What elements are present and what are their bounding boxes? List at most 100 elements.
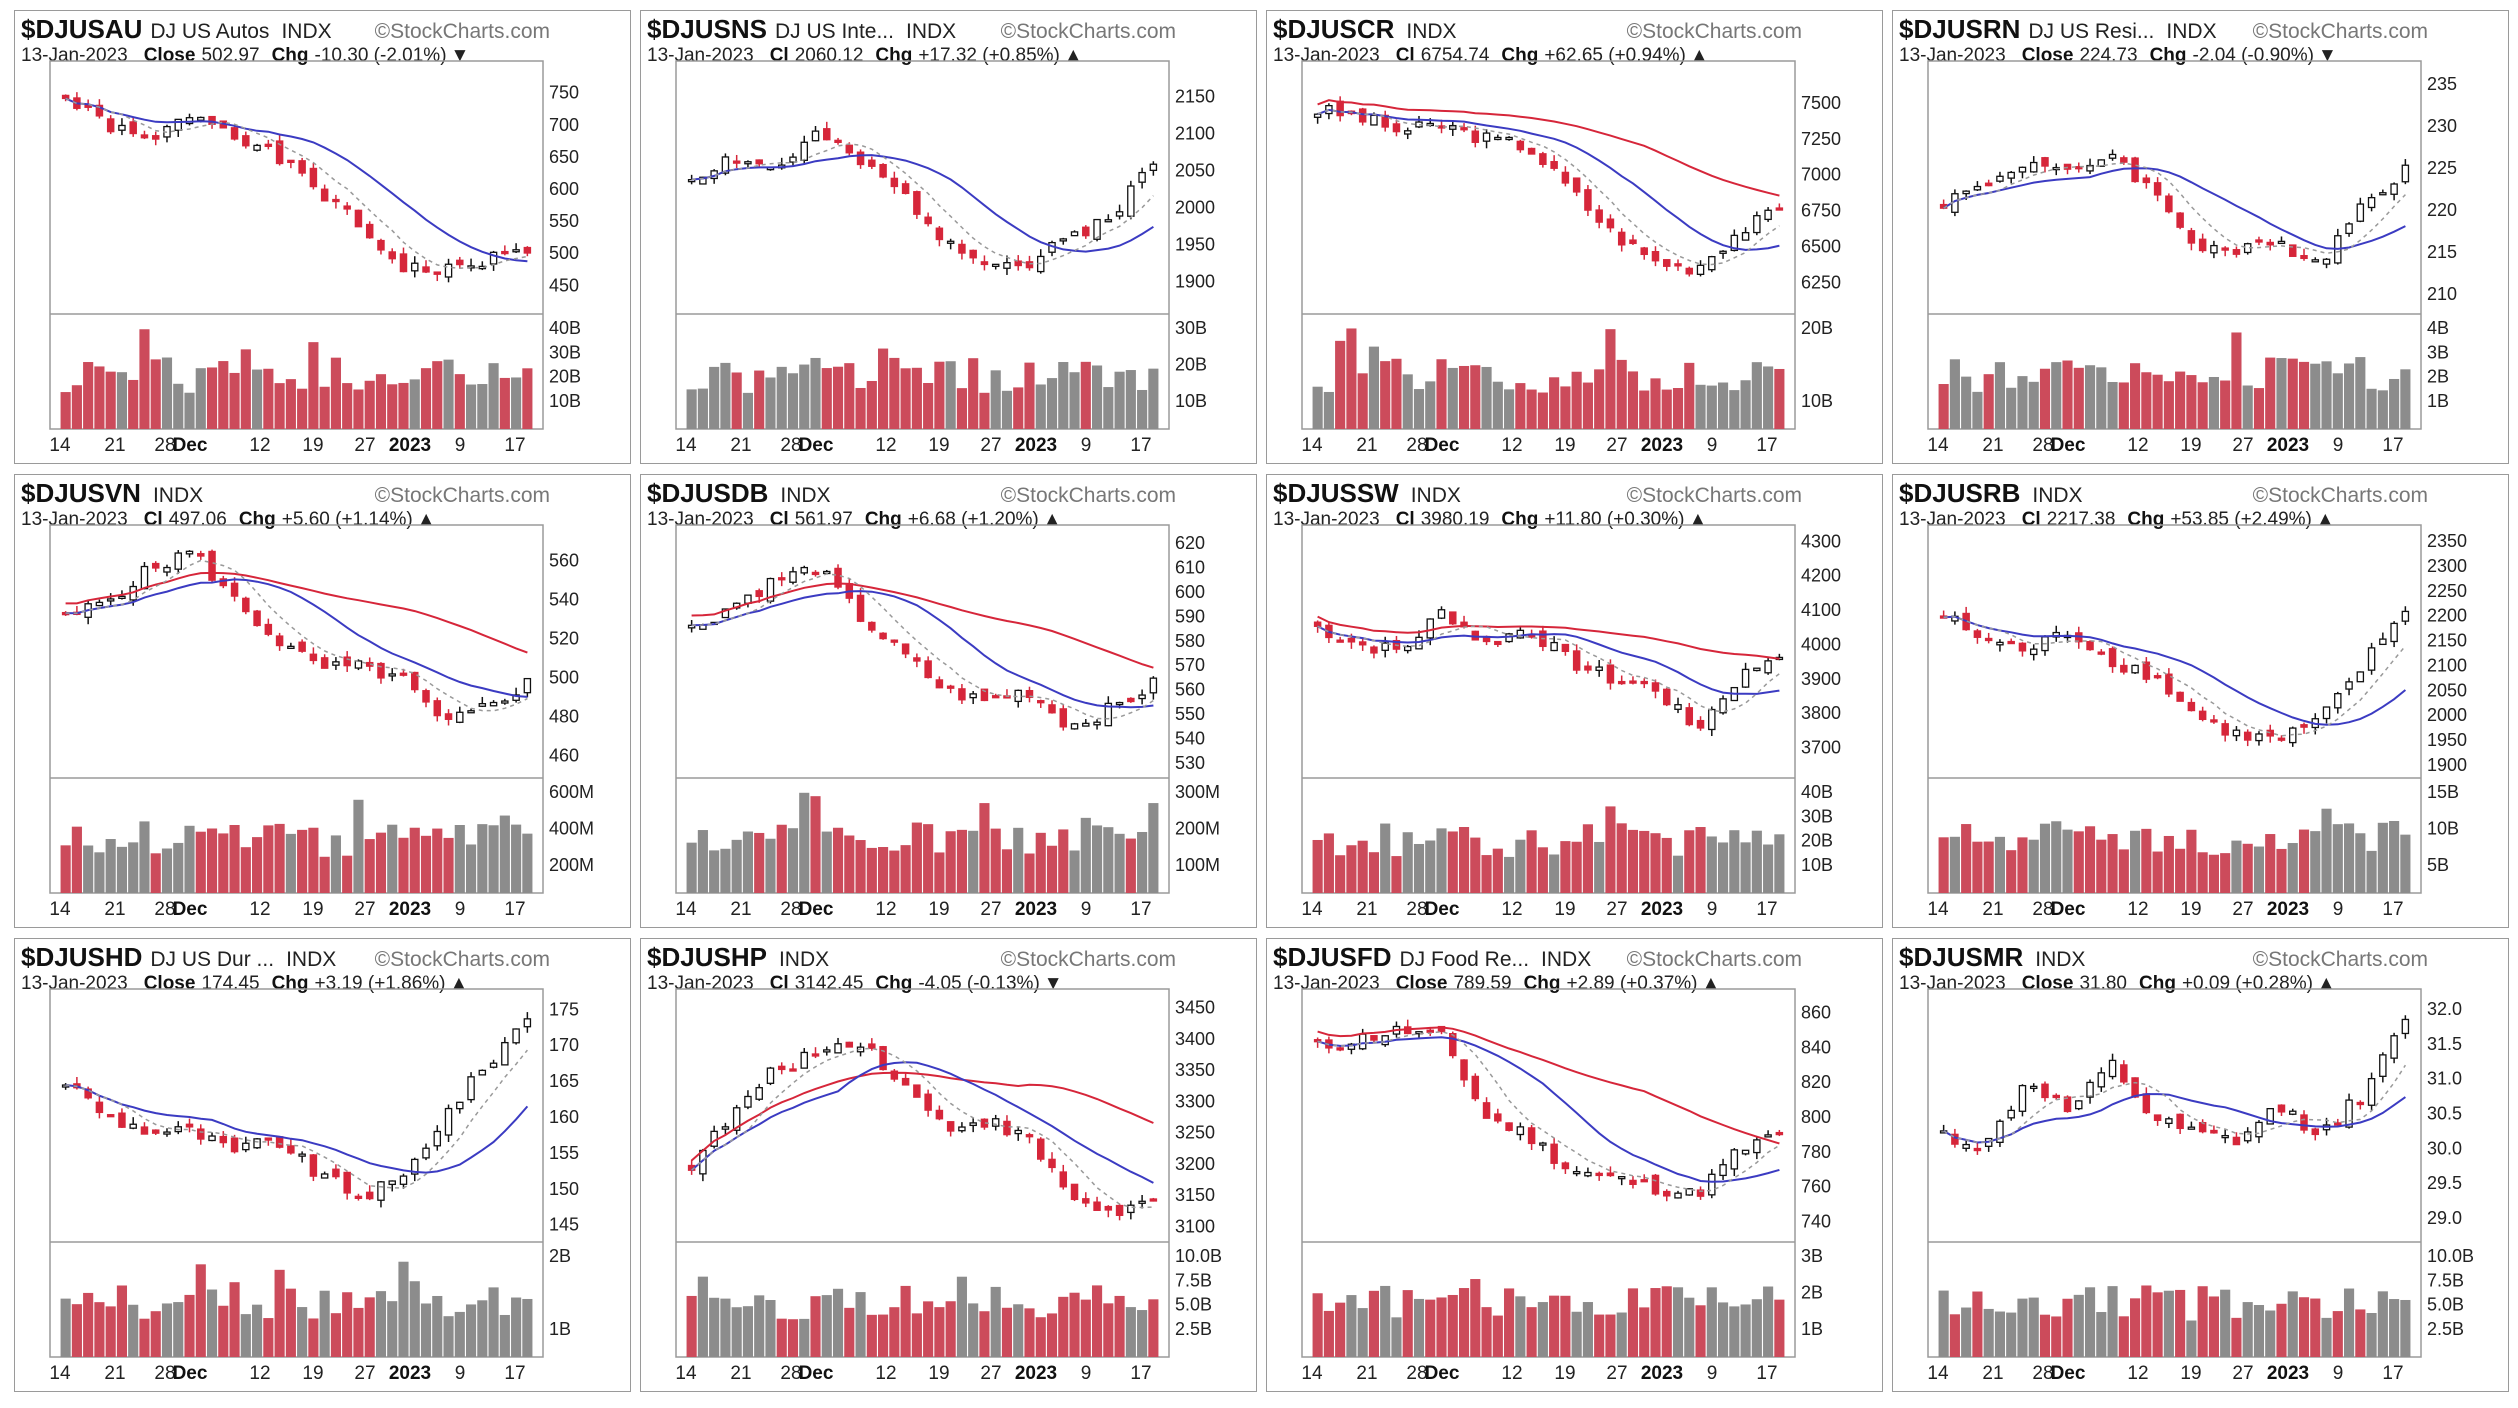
candle-body [1059, 1171, 1068, 1188]
candle-body [1070, 723, 1079, 730]
candle-body [1561, 171, 1570, 184]
volume-bar [252, 369, 263, 429]
candle-body [467, 710, 475, 714]
x-tick-label: 9 [455, 435, 466, 456]
candle-body [1640, 680, 1648, 685]
candle-body [2210, 244, 2218, 254]
candle-body [1014, 260, 1022, 267]
volume-bar [150, 853, 161, 893]
volume-bar [731, 1307, 742, 1357]
volume-bar [139, 821, 150, 893]
x-tick-label: 12 [875, 899, 896, 920]
candle-body [1629, 680, 1637, 684]
candle-body [501, 1041, 509, 1066]
candle-body [456, 259, 464, 266]
volume-bar [2220, 380, 2231, 429]
candle-body [2029, 1085, 2038, 1090]
candle-body [991, 263, 1000, 267]
volume-bar [889, 1307, 900, 1357]
volume-bar [454, 1311, 465, 1357]
close-value: 561.97 [795, 509, 853, 530]
volume-bar [1672, 388, 1684, 429]
volume-bar [285, 833, 296, 893]
y-tick-label: 165 [549, 1071, 579, 1091]
volume-bar [1639, 830, 1650, 893]
chart-svg: $DJUSAU DJ US Autos INDX ©StockCharts.com13… [21, 14, 581, 456]
volume-bar [2152, 851, 2163, 893]
volume-bar [2006, 850, 2017, 893]
watermark: ©StockCharts.com [1001, 20, 1176, 43]
volume-bar [1447, 367, 1458, 429]
watermark: ©StockCharts.com [1627, 484, 1802, 507]
volume-bar [1447, 1294, 1458, 1357]
candle-body [2187, 701, 2196, 712]
up-arrow-icon: ▲ [2316, 509, 2335, 530]
volume-bar [1114, 371, 1125, 429]
volume-bar [1492, 381, 1503, 429]
y-tick-label: 150 [549, 1179, 579, 1199]
volume-bar [990, 370, 1001, 429]
candle-body [1550, 641, 1558, 652]
volume-bar [218, 361, 229, 429]
candle-body [2255, 239, 2263, 243]
volume-bar [2096, 839, 2107, 893]
index-name: DJ US Resi... [2028, 20, 2154, 43]
candle-body [924, 216, 932, 225]
volume-bar [900, 1285, 911, 1357]
candle-body [1951, 1133, 1959, 1145]
candle-body [197, 553, 205, 557]
volume-bar [2175, 371, 2186, 429]
quote-line: 13-Jan-2023 Cl 2217.38 Chg +53.85 (+2.49%) ▲ [1899, 509, 2335, 530]
chg-value: +5.60 (+1.14%) [282, 509, 413, 530]
volume-bar [319, 1290, 330, 1357]
moving-average-mid [1317, 1036, 1780, 1183]
moving-average-fast [1943, 615, 2406, 737]
volume-bar [432, 828, 443, 893]
volume-bar [2355, 833, 2366, 893]
volume-bar [2208, 1296, 2219, 1357]
volume-bar [1650, 378, 1661, 429]
candle-body [456, 711, 464, 723]
watermark: ©StockCharts.com [2253, 948, 2428, 971]
y-tick-label: 29.5 [2427, 1173, 2462, 1193]
candle-body [789, 571, 797, 583]
candle-body [1663, 259, 1671, 267]
x-tick-label: 9 [1081, 435, 1092, 456]
candle-body [901, 183, 910, 195]
volume-bar [1938, 384, 1949, 429]
volume-bar [285, 379, 296, 429]
candle-body [1753, 215, 1761, 234]
x-tick-label: 19 [928, 435, 949, 456]
y-tick-label: 2100 [2427, 655, 2467, 675]
candle-body [2277, 240, 2286, 245]
plot-frame [1927, 988, 2422, 1358]
moving-average-mid [1317, 625, 1780, 695]
candle-body [1685, 267, 1694, 275]
candle-body [1138, 1200, 1146, 1204]
candle-body [755, 159, 763, 165]
x-tick-label: 17 [504, 435, 525, 456]
candle-body [343, 205, 351, 210]
volume-bar [1650, 833, 1661, 893]
volume-bar [1346, 328, 1357, 429]
candle-body [2401, 164, 2410, 183]
candle-body [1996, 641, 2004, 646]
volume-tick-label: 100M [1175, 855, 1220, 875]
y-tick-label: 600 [1175, 582, 1205, 602]
candle-body [2131, 157, 2139, 183]
candle-body [2210, 1129, 2218, 1134]
candle-body [253, 1138, 261, 1149]
x-tick-label: 21 [1982, 899, 2003, 920]
date: 13-Jan-2023 [647, 45, 754, 66]
volume-bar [1961, 376, 1972, 429]
x-tick-label: 21 [730, 1363, 751, 1384]
volume-bar [1582, 1302, 1593, 1357]
volume-bar [1972, 391, 1983, 429]
volume-bar [810, 796, 821, 893]
volume-bar [330, 357, 341, 429]
candle-body [935, 1109, 944, 1120]
volume-bar [342, 383, 353, 429]
candle-body [2198, 238, 2207, 252]
candle-body [1973, 185, 1982, 191]
moving-average-mid [691, 590, 1154, 709]
